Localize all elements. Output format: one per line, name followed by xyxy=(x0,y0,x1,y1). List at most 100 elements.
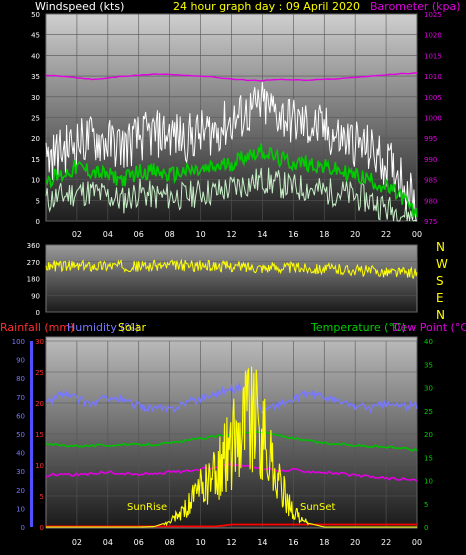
temperature-y-tick: 35 xyxy=(424,361,433,369)
barometer-y-tick: 1000 xyxy=(424,115,442,123)
wind-y-tick: 10 xyxy=(31,177,40,185)
barometer-y-tick: 995 xyxy=(424,135,437,143)
temperature-y-tick: 0 xyxy=(424,524,428,532)
wind-y-tick: 25 xyxy=(31,115,40,123)
wind-x-tick: 04 xyxy=(103,230,113,239)
barometer-y-tick: 1025 xyxy=(424,11,442,19)
humidity-y-tick: 10 xyxy=(16,505,25,513)
humidity-line xyxy=(46,380,418,416)
wind-y-tick: 15 xyxy=(31,156,40,164)
sunset-label: SunSet xyxy=(300,502,336,513)
humidity-axis-title: Humidity (%) xyxy=(67,321,139,334)
wind-average-line xyxy=(45,143,418,218)
chart-title: 24 hour graph day : 09 April 2020 xyxy=(173,0,360,13)
rainfall-y-tick: 10 xyxy=(35,462,44,470)
compass-north-top: N xyxy=(436,240,445,254)
wind-y-tick: 50 xyxy=(31,11,40,19)
direction-y-tick: 90 xyxy=(31,292,40,300)
humidity-scale-bar xyxy=(30,341,33,527)
bottom-x-tick: 02 xyxy=(72,538,82,547)
wind-y-tick: 20 xyxy=(31,135,40,143)
temperature-y-tick: 40 xyxy=(424,338,433,346)
solar-line xyxy=(46,366,417,528)
rainfall-y-tick: 0 xyxy=(40,524,44,532)
humidity-y-tick: 60 xyxy=(16,412,25,420)
bottom-x-tick: 00 xyxy=(412,538,422,547)
wind-y-tick: 0 xyxy=(36,218,40,226)
wind-y-tick: 30 xyxy=(31,94,40,102)
bottom-x-tick: 06 xyxy=(134,538,144,547)
temperature-line xyxy=(45,430,418,452)
temperature-y-tick: 10 xyxy=(424,478,433,486)
direction-y-tick: 0 xyxy=(36,309,40,317)
wind-x-tick: 06 xyxy=(134,230,144,239)
temperature-y-tick: 25 xyxy=(424,408,433,416)
bottom-x-tick: 18 xyxy=(319,538,329,547)
bottom-x-tick: 16 xyxy=(288,538,298,547)
compass-east: E xyxy=(436,291,444,305)
compass-north-bottom: N xyxy=(436,308,445,322)
bottom-x-tick: 04 xyxy=(103,538,113,547)
barometer-axis-title: Barometer (kpa) xyxy=(370,0,461,13)
rainfall-y-tick: 30 xyxy=(35,338,44,346)
wind-axis-title: Windspeed (kts) xyxy=(35,0,124,13)
barometer-y-tick: 975 xyxy=(424,218,437,226)
temperature-y-tick: 20 xyxy=(424,431,433,439)
bottom-x-tick: 10 xyxy=(195,538,205,547)
humidity-y-tick: 40 xyxy=(16,450,25,458)
humidity-y-tick: 30 xyxy=(16,468,25,476)
wind-x-tick: 00 xyxy=(412,230,422,239)
barometer-line xyxy=(45,72,418,82)
compass-west: W xyxy=(436,257,448,271)
bottom-x-tick: 14 xyxy=(257,538,267,547)
humidity-y-tick: 80 xyxy=(16,375,25,383)
rainfall-axis-title: Rainfall (mm) xyxy=(0,321,74,334)
barometer-y-tick: 985 xyxy=(424,177,437,185)
direction-y-tick: 180 xyxy=(27,276,40,284)
wind-x-tick: 08 xyxy=(165,230,175,239)
wind-x-tick: 02 xyxy=(72,230,82,239)
barometer-y-tick: 980 xyxy=(424,197,437,205)
wind-x-tick: 14 xyxy=(257,230,267,239)
dewpoint-axis-title: Dew Point (°C) xyxy=(392,321,466,334)
temperature-y-tick: 15 xyxy=(424,454,433,462)
rainfall-y-tick: 20 xyxy=(35,400,44,408)
compass-south: S xyxy=(436,274,444,288)
wind-y-tick: 45 xyxy=(31,32,40,40)
rainfall-line xyxy=(46,523,417,528)
bottom-x-tick: 20 xyxy=(350,538,360,547)
barometer-y-tick: 1015 xyxy=(424,52,442,60)
temperature-y-tick: 5 xyxy=(424,501,428,509)
rainfall-y-tick: 25 xyxy=(35,369,44,377)
humidity-y-tick: 0 xyxy=(21,524,25,532)
wind-x-tick: 10 xyxy=(195,230,205,239)
humidity-y-tick: 90 xyxy=(16,357,25,365)
rainfall-y-tick: 5 xyxy=(40,493,44,501)
wind-x-tick: 22 xyxy=(381,230,391,239)
temperature-axis-title: Temperature (°C) xyxy=(310,321,406,334)
sunrise-label: SunRise xyxy=(127,502,167,513)
wind-y-tick: 40 xyxy=(31,52,40,60)
bottom-x-tick: 08 xyxy=(165,538,175,547)
humidity-y-tick: 50 xyxy=(16,431,25,439)
wind-x-tick: 18 xyxy=(319,230,329,239)
wind-direction-line xyxy=(45,258,418,280)
humidity-y-tick: 20 xyxy=(16,487,25,495)
direction-y-tick: 360 xyxy=(27,242,40,250)
direction-y-tick: 270 xyxy=(27,259,40,267)
wind-gust-line xyxy=(45,81,417,222)
humidity-y-tick: 70 xyxy=(16,394,25,402)
wind-y-tick: 35 xyxy=(31,73,40,81)
humidity-y-tick: 100 xyxy=(12,338,25,346)
solar-axis-title: Solar xyxy=(118,321,147,334)
wind-min-line xyxy=(45,167,417,222)
barometer-y-tick: 1020 xyxy=(424,32,442,40)
barometer-y-tick: 1010 xyxy=(424,73,442,81)
wind-y-tick: 5 xyxy=(36,197,40,205)
barometer-y-tick: 1005 xyxy=(424,94,442,102)
bottom-x-tick: 12 xyxy=(226,538,236,547)
wind-x-tick: 20 xyxy=(350,230,360,239)
temperature-y-tick: 30 xyxy=(424,385,433,393)
wind-x-tick: 12 xyxy=(226,230,236,239)
